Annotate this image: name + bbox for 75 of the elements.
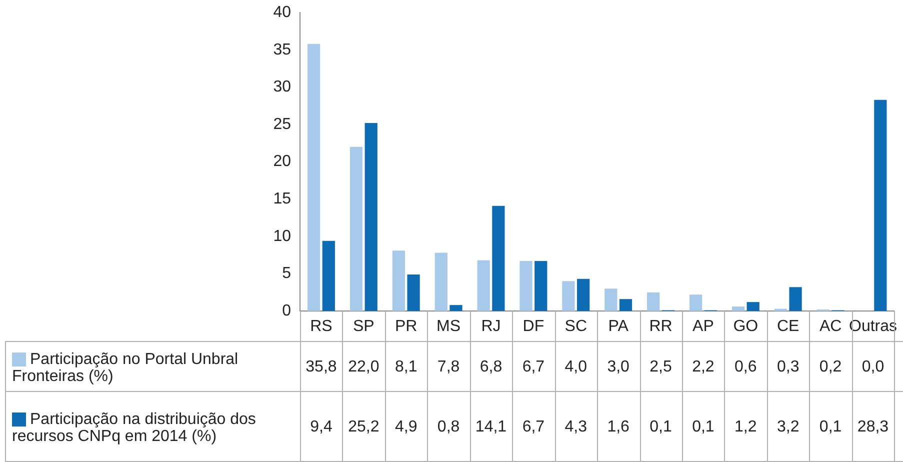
bar — [477, 260, 490, 311]
data-label: 1,6 — [607, 418, 630, 436]
data-label: 0,1 — [650, 418, 672, 436]
bar — [689, 294, 702, 311]
bar — [392, 250, 405, 311]
x-tick-label: PA — [608, 318, 629, 336]
data-label: 9,4 — [310, 418, 332, 436]
bar — [647, 292, 660, 311]
data-label: 0,8 — [437, 418, 460, 436]
x-tick-label: SP — [352, 318, 374, 336]
data-label: 4,3 — [564, 418, 588, 436]
legend-label: Participação na distribuição dos recursos CNPq em 2014 (%) — [12, 410, 256, 445]
data-label: 28,3 — [857, 418, 889, 436]
bar — [307, 44, 320, 311]
data-label: 14,1 — [475, 418, 507, 436]
data-label: 0,0 — [862, 358, 884, 376]
bar — [520, 261, 532, 311]
bar — [619, 299, 632, 311]
data-label: 1,2 — [734, 418, 757, 436]
y-tick-label: 40 — [273, 4, 292, 22]
bar — [874, 100, 887, 311]
y-tick-label: 10 — [273, 228, 292, 245]
data-label: 7,8 — [437, 358, 460, 376]
data-label: 25,2 — [348, 418, 380, 436]
data-label: 22,0 — [348, 358, 380, 376]
y-tick-label: 35 — [273, 41, 292, 58]
x-tick-label: GO — [733, 318, 758, 336]
x-tick-label: MS — [436, 318, 461, 336]
data-label: 6,7 — [522, 358, 545, 376]
bar — [577, 278, 590, 311]
data-label: 0,1 — [819, 418, 842, 436]
data-label: 2,5 — [650, 358, 672, 376]
x-tick-label: AC — [819, 318, 842, 336]
x-tick-label: Outras — [848, 318, 897, 336]
data-label: 2,2 — [692, 358, 714, 376]
y-tick-label: 15 — [273, 190, 292, 208]
bar — [350, 146, 363, 311]
bar — [562, 281, 575, 311]
data-label: 6,7 — [522, 418, 545, 436]
y-tick-label: 30 — [273, 78, 292, 96]
data-label: 8,1 — [394, 358, 418, 376]
data-label: 0,1 — [692, 418, 714, 436]
bar — [746, 302, 760, 311]
y-tick-label: 25 — [273, 116, 292, 133]
bar — [492, 206, 505, 311]
data-label: 4,0 — [564, 358, 588, 376]
x-tick-label: PR — [394, 318, 418, 336]
x-tick-label: RJ — [481, 318, 501, 336]
x-tick-label: AP — [692, 318, 714, 336]
x-tick-label: CE — [776, 318, 800, 336]
bar — [789, 287, 802, 311]
x-tick-label: DF — [522, 318, 544, 336]
x-tick-label: RS — [310, 318, 332, 336]
y-tick-label: 5 — [282, 265, 292, 282]
data-label: 0,3 — [776, 358, 800, 376]
bar — [434, 252, 448, 311]
bar — [604, 288, 618, 311]
data-label: 3,0 — [607, 358, 630, 376]
bar — [450, 305, 462, 311]
data-label: 0,6 — [734, 358, 757, 376]
data-label: 3,2 — [776, 418, 800, 436]
data-label: 35,8 — [306, 358, 337, 376]
data-label: 4,9 — [394, 418, 418, 436]
y-tick-label: 20 — [273, 153, 292, 170]
bar — [732, 306, 745, 311]
legend-label: Participação no Portal Unbral Fronteiras (%) — [12, 350, 238, 385]
bar — [364, 123, 378, 311]
x-tick-label: RR — [649, 318, 672, 336]
bar — [534, 261, 548, 311]
data-label: 0,2 — [819, 358, 842, 376]
x-tick-label: SC — [564, 318, 587, 336]
data-label: 6,8 — [480, 358, 502, 376]
bar — [407, 274, 420, 311]
y-tick-label: 0 — [282, 302, 292, 320]
bar — [322, 240, 335, 311]
